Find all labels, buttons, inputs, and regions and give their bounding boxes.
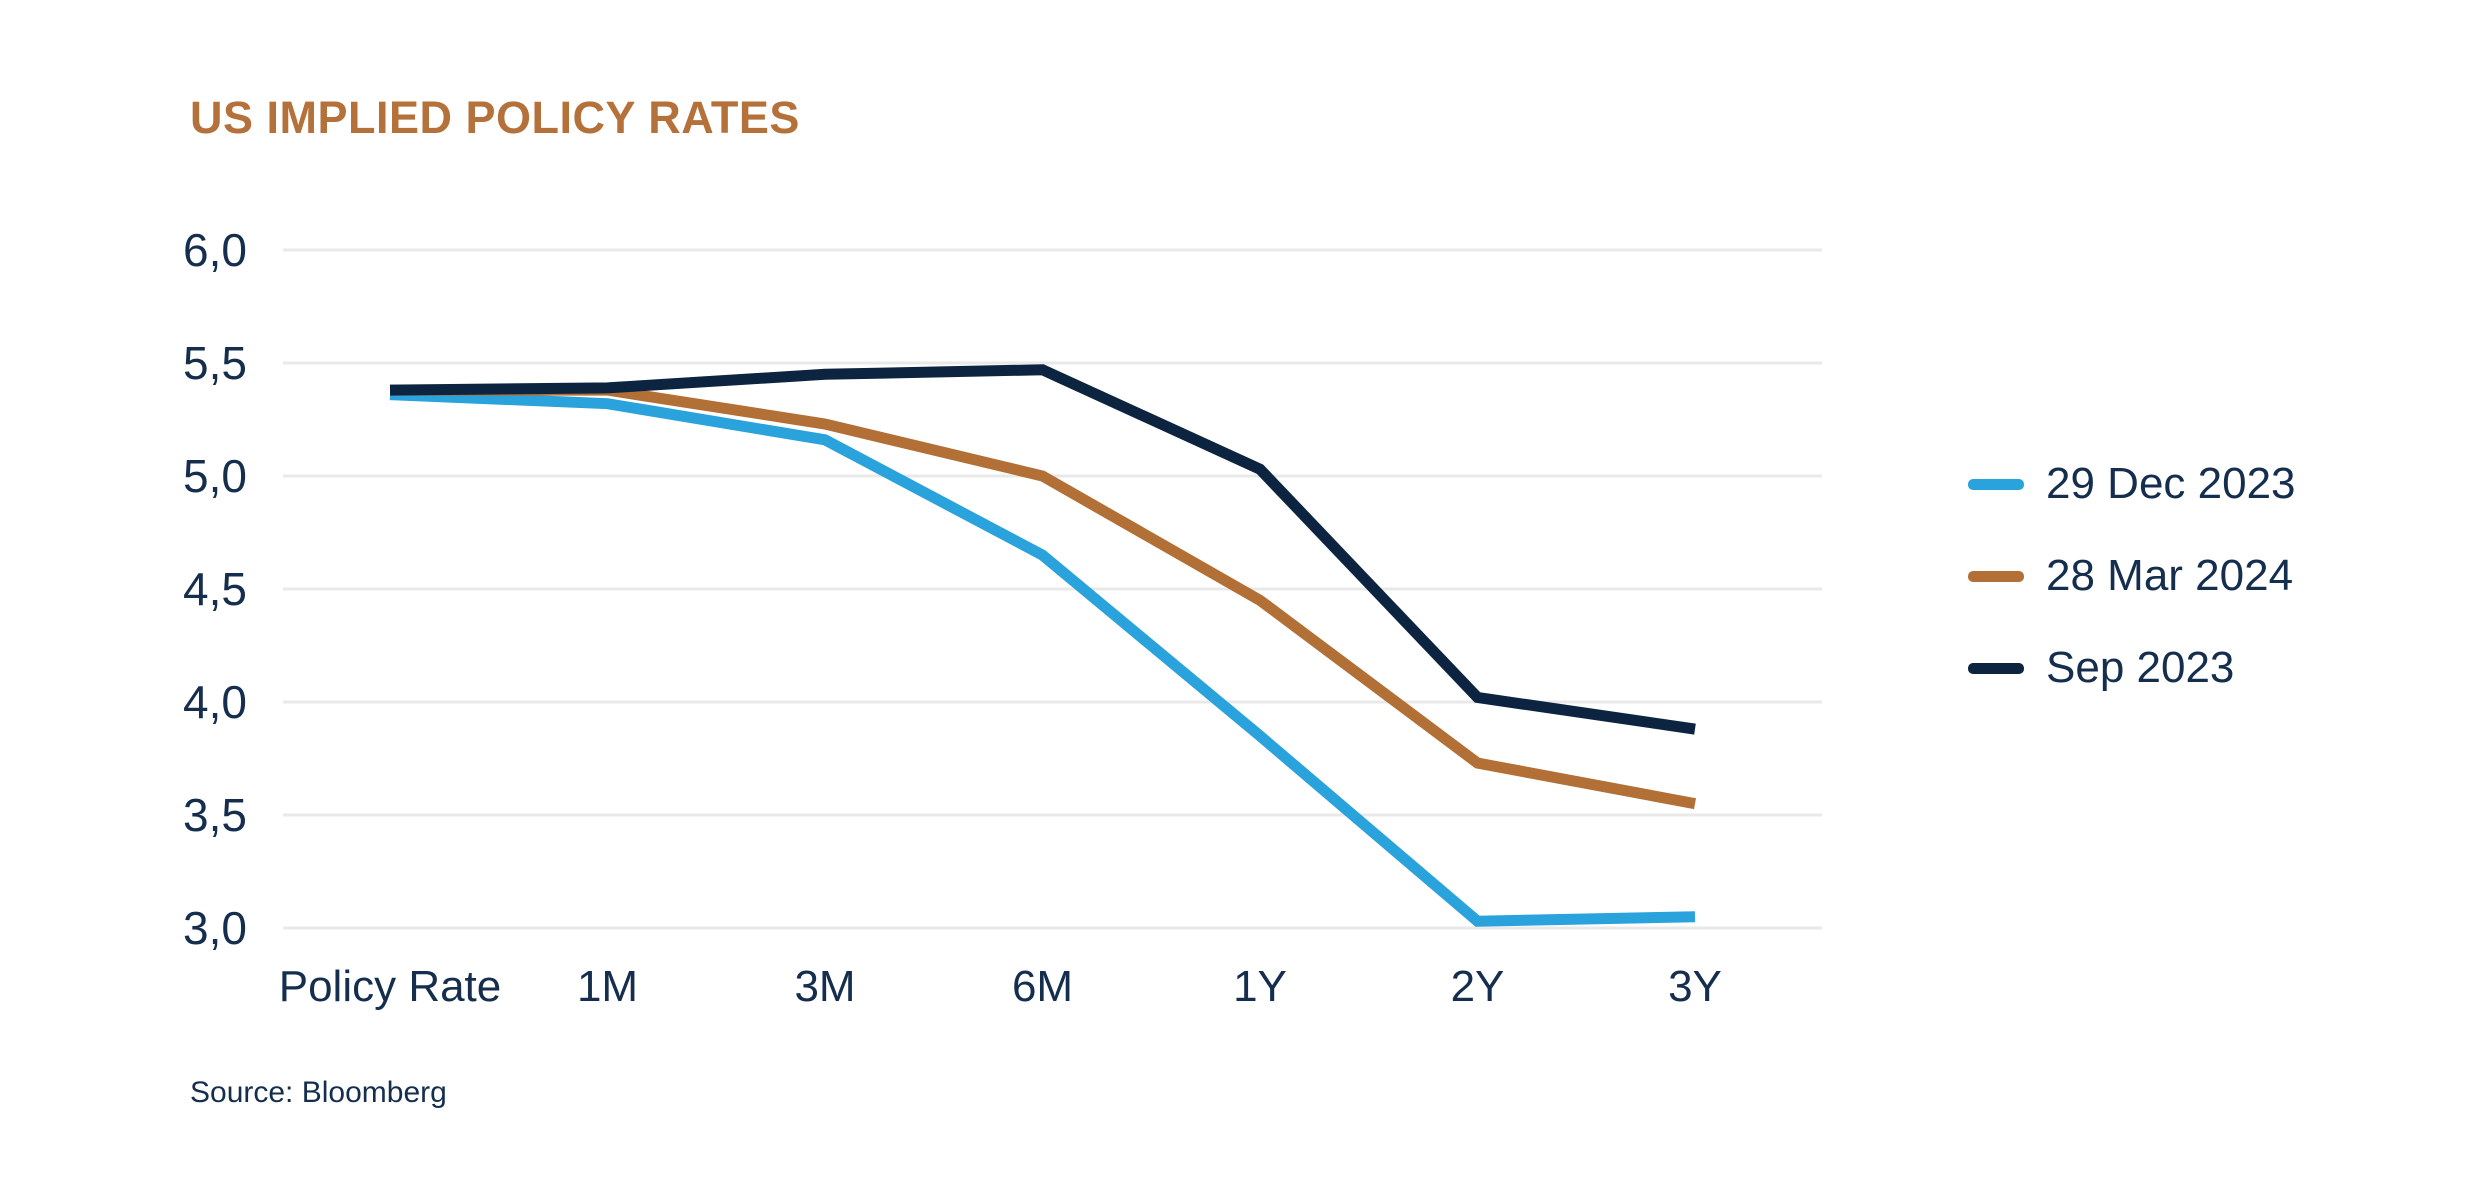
y-tick-label: 5,5: [183, 337, 247, 389]
legend-item: 29 Dec 2023: [1968, 458, 2296, 510]
source-note: Source: Bloomberg: [190, 1076, 447, 1109]
x-tick-label: Policy Rate: [279, 962, 502, 1011]
legend-label: Sep 2023: [2046, 643, 2235, 692]
y-tick-label: 3,0: [183, 902, 247, 954]
legend-swatch-orange: [1968, 570, 2024, 582]
x-tick-label: 1Y: [1233, 962, 1287, 1011]
legend-swatch-navy: [1968, 662, 2024, 674]
y-tick-label: 6,0: [183, 224, 247, 276]
series-line-28-mar-2024: [390, 384, 1697, 810]
x-tick-label: 2Y: [1451, 962, 1505, 1011]
legend-label: 28 Mar 2024: [2046, 551, 2294, 600]
y-tick-label: 4,5: [183, 563, 247, 615]
x-tick-label: 3Y: [1668, 962, 1722, 1011]
legend-item: 28 Mar 2024: [1968, 550, 2296, 602]
legend-item: Sep 2023: [1968, 642, 2296, 694]
x-tick-label: 6M: [1012, 962, 1073, 1011]
x-tick-label: 1M: [577, 962, 638, 1011]
legend: 29 Dec 2023 28 Mar 2024 Sep 2023: [1968, 458, 2296, 694]
y-tick-label: 5,0: [183, 450, 247, 502]
x-tick-label: 3M: [794, 962, 855, 1011]
chart-title: US IMPLIED POLICY RATES: [190, 92, 800, 143]
series-line-29-dec-2023: [389, 389, 1696, 927]
series-line-sep-2023: [389, 364, 1696, 735]
legend-label: 29 Dec 2023: [2046, 459, 2296, 508]
legend-swatch-blue: [1968, 478, 2024, 490]
y-tick-label: 4,0: [183, 676, 247, 728]
y-tick-label: 3,5: [183, 789, 247, 841]
